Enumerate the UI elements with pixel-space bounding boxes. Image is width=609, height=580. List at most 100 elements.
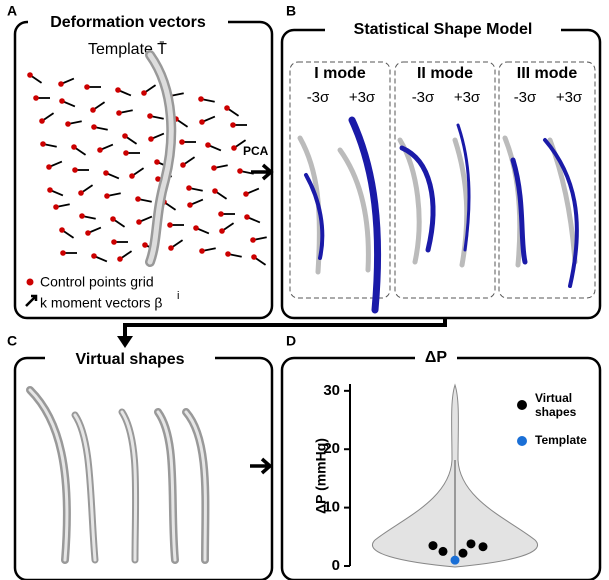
control-point xyxy=(65,121,71,127)
y-tick-label: 30 xyxy=(323,382,340,399)
control-point xyxy=(116,110,122,116)
y-tick-label: 0 xyxy=(332,557,340,574)
control-point xyxy=(129,173,135,179)
control-point xyxy=(111,239,117,245)
control-point xyxy=(198,96,204,102)
legend-text: k moment vectors β xyxy=(40,295,162,311)
control-point xyxy=(79,213,85,219)
control-point xyxy=(47,187,53,193)
control-point xyxy=(251,254,257,260)
control-point xyxy=(142,242,148,248)
control-point xyxy=(168,245,174,251)
panel-label: D xyxy=(286,333,296,349)
control-point xyxy=(122,133,128,139)
control-point xyxy=(180,162,186,168)
legend-text: Control points grid xyxy=(40,274,154,290)
control-point xyxy=(33,95,39,101)
control-point xyxy=(136,219,142,225)
control-point xyxy=(179,139,185,145)
control-point xyxy=(187,202,193,208)
control-point xyxy=(230,122,236,128)
control-point xyxy=(225,251,231,257)
control-point xyxy=(211,165,217,171)
control-point xyxy=(90,107,96,113)
mode-name: II mode xyxy=(417,65,473,82)
point xyxy=(467,539,476,548)
control-point xyxy=(224,105,230,111)
control-point xyxy=(91,253,97,259)
control-point xyxy=(237,168,243,174)
control-point xyxy=(231,145,237,151)
control-point xyxy=(148,136,154,142)
control-point xyxy=(154,159,160,165)
panel-label: A xyxy=(7,3,17,19)
mode-neg: -3σ xyxy=(514,89,537,106)
legend-dot xyxy=(517,400,527,410)
control-point xyxy=(60,250,66,256)
control-point xyxy=(212,188,218,194)
legend-text: Template xyxy=(535,433,587,447)
control-point xyxy=(110,216,116,222)
control-point xyxy=(72,167,78,173)
point xyxy=(451,556,460,565)
control-point xyxy=(59,98,65,104)
legend-dot xyxy=(27,279,34,286)
control-point xyxy=(104,193,110,199)
mode-name: I mode xyxy=(314,65,366,82)
control-point xyxy=(117,256,123,262)
control-point xyxy=(115,87,121,93)
control-point xyxy=(78,190,84,196)
control-point xyxy=(53,204,59,210)
panel-title: Virtual shapes xyxy=(75,351,184,368)
control-point xyxy=(84,84,90,90)
mode-pos: +3σ xyxy=(349,89,376,106)
control-point xyxy=(147,113,153,119)
point xyxy=(439,547,448,556)
control-point xyxy=(199,248,205,254)
panel-label: B xyxy=(286,3,296,19)
arrow-label: PCA xyxy=(243,144,269,158)
page: {"panels": [ {"label": "A", "title": "De… xyxy=(0,0,609,580)
panel-title: Statistical Shape Model xyxy=(354,21,533,38)
point xyxy=(459,549,468,558)
control-point xyxy=(135,196,141,202)
y-tick-label: 10 xyxy=(323,499,340,516)
control-point xyxy=(97,147,103,153)
control-point xyxy=(205,142,211,148)
control-point xyxy=(218,211,224,217)
point xyxy=(479,542,488,551)
figure: A Deformation vectors B Statistical Shap… xyxy=(0,0,609,580)
legend-dot xyxy=(517,436,527,446)
panel-title: Deformation vectors xyxy=(50,14,206,31)
control-point xyxy=(250,237,256,243)
mode-name: III mode xyxy=(517,65,578,82)
control-point xyxy=(199,119,205,125)
connector xyxy=(125,318,445,338)
panel-title: ΔP xyxy=(425,349,448,366)
legend-superscript: i xyxy=(177,290,179,302)
panel-box xyxy=(15,358,272,580)
mode-neg: -3σ xyxy=(307,89,330,106)
control-point xyxy=(40,141,46,147)
control-point xyxy=(123,150,129,156)
connector-head xyxy=(117,336,133,348)
control-point xyxy=(59,227,65,233)
control-point xyxy=(219,228,225,234)
control-point xyxy=(193,225,199,231)
control-point xyxy=(243,191,249,197)
control-point xyxy=(46,164,52,170)
y-tick-label: 20 xyxy=(323,440,340,457)
mode-pos: +3σ xyxy=(454,89,481,106)
control-point xyxy=(85,230,91,236)
control-point xyxy=(58,81,64,87)
control-point xyxy=(27,72,33,78)
control-point xyxy=(141,90,147,96)
mode-pos: +3σ xyxy=(556,89,583,106)
control-point xyxy=(244,214,250,220)
point xyxy=(429,541,438,550)
control-point xyxy=(39,118,45,124)
control-point xyxy=(91,124,97,130)
legend-text: Virtual shapes xyxy=(535,391,587,419)
control-point xyxy=(167,222,173,228)
mode-neg: -3σ xyxy=(412,89,435,106)
